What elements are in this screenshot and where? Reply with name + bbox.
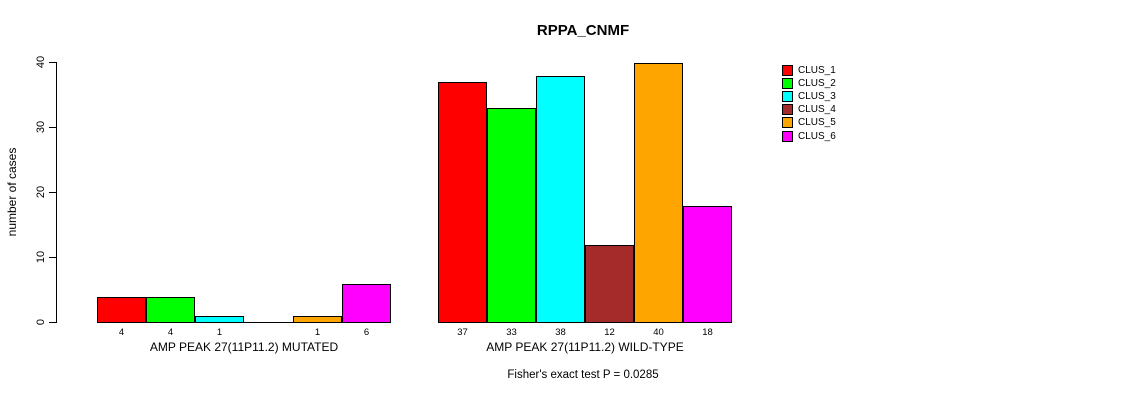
chart-title: RPPA_CNMF <box>536 22 630 39</box>
legend-item-clus_6: CLUS_6 <box>782 129 836 142</box>
legend-swatch <box>782 91 793 103</box>
bar-value-label: 33 <box>506 327 517 338</box>
legend-swatch <box>782 117 793 129</box>
legend: CLUS_1 CLUS_2 CLUS_3 CLUS_4 CLUS_5 CLUS_6 <box>782 64 836 143</box>
bar-clus_3-group1 <box>195 316 244 323</box>
y-axis-tick <box>49 257 56 258</box>
legend-label: CLUS_1 <box>798 65 836 77</box>
legend-swatch <box>782 65 793 77</box>
bar-value-label: 12 <box>604 327 615 338</box>
y-axis-tick <box>49 62 56 63</box>
bar-clus_2-group1 <box>146 297 195 323</box>
legend-swatch <box>782 130 793 142</box>
y-axis-line <box>56 62 57 323</box>
legend-label: CLUS_6 <box>798 130 836 142</box>
legend-label: CLUS_3 <box>798 91 836 103</box>
x-axis-group-label: AMP PEAK 27(11P11.2) WILD-TYPE <box>486 340 684 354</box>
legend-label: CLUS_4 <box>798 104 836 116</box>
bar-clus_4-group1 <box>244 322 293 323</box>
bar-value-label: 18 <box>702 327 713 338</box>
stats-annotation: Fisher's exact test P = 0.0285 <box>507 369 659 381</box>
legend-label: CLUS_5 <box>798 117 836 129</box>
y-axis-tick <box>49 127 56 128</box>
bar-value-label: 40 <box>653 327 664 338</box>
legend-item-clus_2: CLUS_2 <box>782 77 836 90</box>
legend-item-clus_5: CLUS_5 <box>782 116 836 129</box>
bar-clus_4-group2 <box>585 245 634 323</box>
legend-label: CLUS_2 <box>798 78 836 90</box>
legend-item-clus_4: CLUS_4 <box>782 103 836 116</box>
bar-clus_5-group1 <box>293 316 342 323</box>
y-axis-tick <box>49 192 56 193</box>
bar-clus_1-group1 <box>97 297 146 323</box>
legend-swatch <box>782 78 793 90</box>
bar-clus_6-group1 <box>342 284 391 323</box>
bar-value-label: 4 <box>167 327 174 338</box>
bar-value-label: 1 <box>216 327 223 338</box>
bar-value-label: 37 <box>457 327 468 338</box>
legend-item-clus_3: CLUS_3 <box>782 90 836 103</box>
bar-clus_2-group2 <box>487 108 536 323</box>
bar-clus_3-group2 <box>536 76 585 323</box>
bar-value-label: 1 <box>314 327 321 338</box>
bar-clus_1-group2 <box>438 82 487 323</box>
x-axis-group-label: AMP PEAK 27(11P11.2) MUTATED <box>149 340 339 354</box>
bar-clus_5-group2 <box>634 63 683 323</box>
legend-item-clus_1: CLUS_1 <box>782 64 836 77</box>
bar-value-label: 4 <box>118 327 125 338</box>
bar-clus_6-group2 <box>683 206 732 323</box>
bar-value-label: 6 <box>363 327 370 338</box>
bar-value-label: 38 <box>555 327 566 338</box>
y-axis-tick <box>49 322 56 323</box>
legend-swatch <box>782 104 793 116</box>
